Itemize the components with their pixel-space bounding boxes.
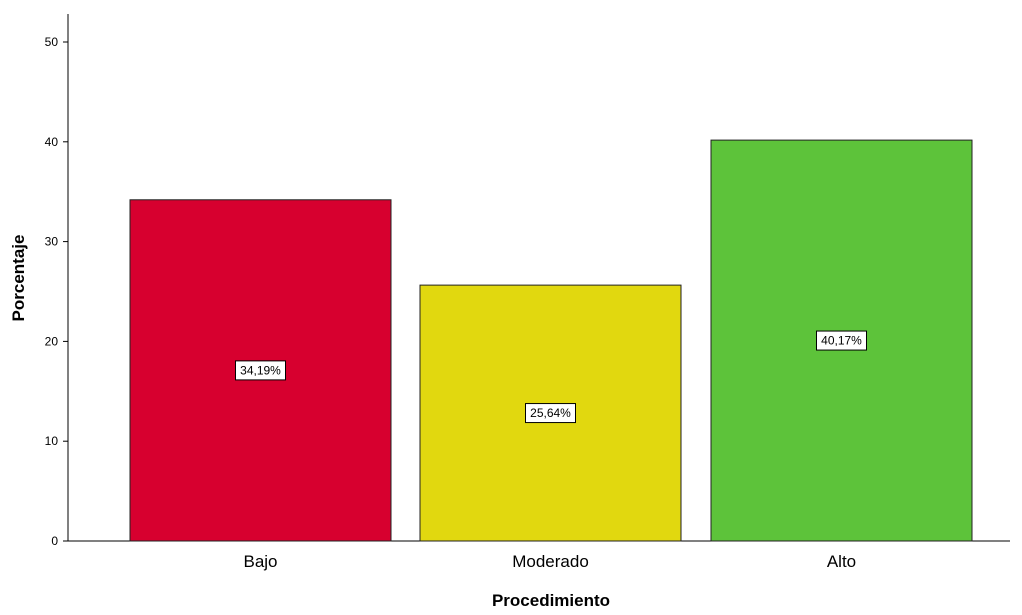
y-tick-label: 10 xyxy=(45,434,59,448)
x-tick-label: Bajo xyxy=(243,552,277,571)
y-axis: 0 10 20 30 40 50 xyxy=(45,14,69,548)
data-label: 25,64% xyxy=(530,406,571,420)
y-tick-label: 20 xyxy=(45,334,59,348)
data-label-box xyxy=(525,403,576,424)
y-tick-label: 30 xyxy=(45,235,59,249)
y-ticks: 0 10 20 30 40 50 xyxy=(45,35,68,548)
y-tick-label: 50 xyxy=(45,35,59,49)
x-tick-label: Moderado xyxy=(512,552,589,571)
x-axis-title: Procedimiento xyxy=(492,591,610,610)
x-ticks: Bajo Moderado Alto xyxy=(243,552,856,571)
x-axis: Bajo Moderado Alto xyxy=(68,540,1010,571)
data-labels: 34,19% 25,64% 40,17% xyxy=(235,330,867,424)
y-tick-label: 0 xyxy=(51,534,58,548)
data-label: 34,19% xyxy=(240,363,281,377)
y-tick-label: 40 xyxy=(45,135,59,149)
data-label-box xyxy=(816,330,867,351)
data-label: 40,17% xyxy=(821,334,862,348)
data-label-box xyxy=(235,360,286,381)
y-axis-title: Porcentaje xyxy=(9,235,28,322)
x-tick-label: Alto xyxy=(827,552,856,571)
